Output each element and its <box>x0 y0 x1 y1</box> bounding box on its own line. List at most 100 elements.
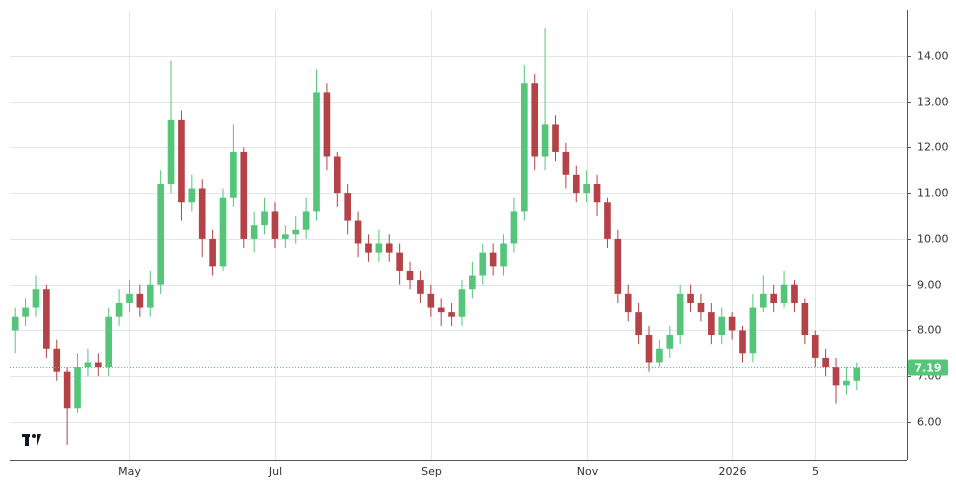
candle-body <box>53 348 61 372</box>
x-tick-label: May <box>118 465 141 478</box>
candle-body <box>302 211 310 230</box>
candle-body <box>562 151 570 175</box>
candle-body <box>188 188 196 203</box>
grid <box>10 10 907 460</box>
candle-body <box>469 275 476 290</box>
candle-body <box>167 119 175 184</box>
candle-body <box>219 197 227 267</box>
candle-body <box>843 380 850 386</box>
candle-body <box>365 243 372 253</box>
candle-body <box>624 293 632 313</box>
candle-body <box>458 289 466 317</box>
candle-body <box>375 243 383 253</box>
candle-body <box>552 124 559 152</box>
candle-body <box>271 211 279 239</box>
candle-body <box>697 302 705 313</box>
y-tick-label: 10.00 <box>917 233 949 246</box>
candle-body <box>63 371 71 409</box>
candle-body <box>292 229 300 235</box>
candle-body <box>261 211 268 226</box>
candle-body <box>759 293 767 308</box>
candle-body <box>479 252 487 276</box>
candle-body <box>115 302 123 317</box>
candle-body <box>396 252 403 271</box>
candle-body <box>593 183 601 203</box>
x-tick-label: 2026 <box>719 465 747 478</box>
candle-body <box>282 234 289 239</box>
candle-body <box>510 211 518 244</box>
candle-body <box>105 316 113 368</box>
candle-body <box>718 316 726 336</box>
x-tick-label: Sep <box>421 465 442 478</box>
candle-body <box>749 307 757 354</box>
candle-body <box>583 183 590 194</box>
x-tick-label: Nov <box>577 465 599 478</box>
y-tick-label: 12.00 <box>917 141 949 154</box>
candle-body <box>344 193 352 221</box>
candle-body <box>22 307 29 317</box>
candle-body <box>770 293 778 303</box>
candle-body <box>531 83 539 157</box>
x-tick-label: Jul <box>268 465 282 478</box>
candle-body <box>780 284 788 303</box>
candle-body <box>811 335 819 358</box>
candle-body <box>676 293 684 336</box>
candle-body <box>43 289 50 349</box>
x-tick-label: 5 <box>812 465 819 478</box>
candle-body <box>385 243 393 253</box>
candle-body <box>354 220 362 244</box>
candle-body <box>666 335 674 349</box>
candle-body <box>656 348 663 363</box>
y-tick-label: 8.00 <box>917 324 942 337</box>
candle-body <box>687 293 694 303</box>
plot: 6.007.008.009.0010.0011.0012.0013.0014.0… <box>10 28 949 478</box>
candle-body <box>417 280 424 294</box>
y-tick-label: 13.00 <box>917 96 949 109</box>
y-tick-label: 14.00 <box>917 50 949 63</box>
candle-body <box>604 202 611 239</box>
candle-body <box>94 362 102 368</box>
candle-body <box>853 367 861 381</box>
y-tick-label: 11.00 <box>917 187 949 200</box>
candle-body <box>126 293 133 303</box>
candle-body <box>230 151 237 198</box>
candle-body <box>614 238 622 294</box>
candle-body <box>136 293 144 308</box>
candle-body <box>157 183 164 285</box>
candle-body <box>645 335 653 363</box>
candle-body <box>489 252 497 267</box>
candle-body <box>333 156 341 194</box>
candle-body <box>32 289 40 308</box>
candle-body <box>520 83 528 212</box>
y-tick-label: 9.00 <box>917 279 942 292</box>
y-tick-label: 6.00 <box>917 416 942 429</box>
candle-body <box>11 316 19 331</box>
candle-body <box>209 238 216 267</box>
last-price-label: 7.19 <box>914 362 941 375</box>
candle-body <box>728 316 736 331</box>
candle-body <box>572 174 580 194</box>
candle-body <box>448 312 455 317</box>
candle-body <box>791 284 798 303</box>
candle-body <box>74 367 81 409</box>
last-price-box <box>908 359 948 376</box>
candle-body <box>427 293 435 308</box>
candle-body <box>323 92 331 157</box>
candle-body <box>635 312 642 336</box>
candle-body <box>240 151 248 239</box>
candle-body <box>708 312 715 336</box>
candle-body <box>541 124 549 157</box>
candle-body <box>313 92 320 212</box>
candle-body <box>198 188 206 239</box>
candle-body <box>178 119 185 203</box>
candle-body <box>822 357 829 368</box>
tv-logo <box>22 434 41 446</box>
candle-body <box>406 270 414 281</box>
candle-body <box>84 362 92 368</box>
candle-body <box>801 302 809 336</box>
candle-body <box>500 243 507 267</box>
candle-body <box>832 367 840 386</box>
candle-body <box>739 330 746 354</box>
candle-body <box>437 307 445 313</box>
